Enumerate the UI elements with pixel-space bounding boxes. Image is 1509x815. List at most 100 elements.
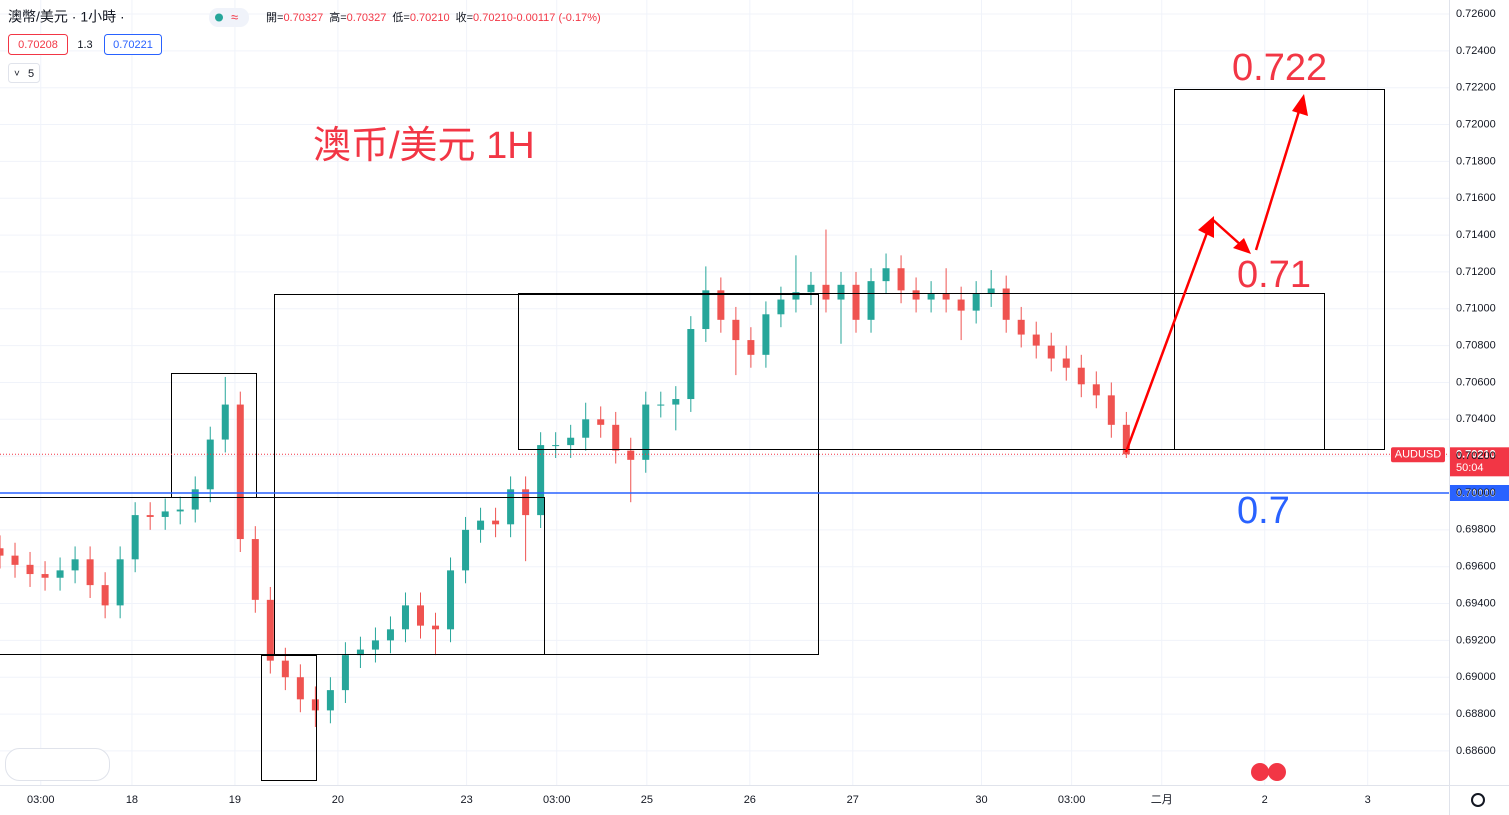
- candle-body: [447, 570, 455, 630]
- event-flag[interactable]: [1251, 763, 1269, 781]
- ohlc-value: 0.70210: [473, 12, 513, 24]
- candle-body: [567, 437, 575, 446]
- last-price-bg: [1450, 447, 1509, 477]
- y-tick-label: 0.72600: [1456, 8, 1496, 20]
- candle-body: [386, 629, 394, 641]
- candle-body: [852, 284, 860, 320]
- annotation: 0.722: [1232, 47, 1327, 89]
- candle-body: [747, 340, 755, 355]
- ohlc-label: 低=: [392, 11, 409, 24]
- y-tick-label: 0.71000: [1456, 303, 1496, 315]
- candle-body: [71, 559, 79, 571]
- chart-title: 澳币/美元 1H: [313, 125, 535, 167]
- annotation: 0.7: [1237, 490, 1290, 532]
- candle-body: [792, 292, 800, 300]
- candle-body: [146, 515, 154, 517]
- candle-body: [927, 294, 935, 300]
- candle-body: [206, 439, 214, 490]
- candle-body: [1107, 395, 1115, 425]
- spread: 1.3: [77, 39, 92, 51]
- x-tick-label: 18: [126, 794, 138, 806]
- y-tick-label: 0.70000: [1456, 487, 1496, 499]
- symbol-label: AUDUSD: [1395, 449, 1442, 461]
- candle-body: [1092, 384, 1100, 396]
- x-tick-label: 03:00: [1058, 794, 1086, 806]
- drawings: [0, 89, 1385, 781]
- y-tick-label: 0.70800: [1456, 340, 1496, 352]
- candle-body: [26, 564, 34, 575]
- arrow: [1254, 107, 1302, 251]
- level-label-bg: [1450, 484, 1509, 501]
- drawn-box: [1174, 89, 1385, 450]
- x-tick-label: 19: [229, 794, 241, 806]
- candle-body: [1077, 367, 1085, 385]
- candle-body: [672, 399, 680, 405]
- candle-body: [762, 314, 770, 355]
- y-tick-label: 0.72200: [1456, 82, 1496, 94]
- candle-body: [401, 605, 409, 630]
- symbol-label-bg: [1391, 447, 1445, 463]
- candle-body: [597, 419, 605, 425]
- ask: 0.70221: [113, 39, 153, 51]
- candle-body: [116, 559, 124, 606]
- arrows: [1124, 94, 1308, 453]
- nav-pill[interactable]: [5, 748, 110, 781]
- y-tick-label: 0.71600: [1456, 192, 1496, 204]
- arrow-head: [1198, 216, 1214, 238]
- candle-body: [221, 404, 229, 440]
- candle-body: [462, 529, 470, 571]
- drawn-box: [274, 294, 819, 655]
- event-flag[interactable]: [1268, 763, 1286, 781]
- candle-body: [416, 605, 424, 626]
- candle-body: [492, 520, 500, 525]
- candle-body: [882, 268, 890, 282]
- candle-body: [11, 555, 19, 565]
- candle-body: [777, 299, 785, 315]
- candle-body: [1002, 288, 1010, 320]
- x-tick-label: 二月: [1151, 794, 1173, 806]
- candle-body: [627, 450, 635, 460]
- drawn-box: [518, 293, 1325, 450]
- y-tick-label: 0.71400: [1456, 229, 1496, 241]
- bid: 0.70208: [18, 39, 58, 51]
- ohlc-label: 收=: [456, 10, 473, 24]
- sell-box[interactable]: [8, 34, 68, 55]
- buy-box[interactable]: [104, 34, 162, 55]
- candle-body: [867, 281, 875, 320]
- candle-body: [552, 445, 560, 447]
- candle-body: [356, 649, 364, 656]
- arrow: [1124, 229, 1210, 453]
- candle-body: [56, 570, 64, 578]
- candle-body: [281, 660, 289, 678]
- status-pill[interactable]: [209, 8, 249, 27]
- x-tick-label: 03:00: [543, 794, 571, 806]
- y-tick-label: 0.72400: [1456, 45, 1496, 57]
- candle-body: [266, 599, 274, 661]
- candle-body: [972, 294, 980, 311]
- x-tick-label: 27: [847, 794, 859, 806]
- settings-gear[interactable]: [1471, 793, 1485, 807]
- status-icon: ≈: [231, 9, 238, 24]
- x-tick-label: 2: [1262, 794, 1268, 806]
- candle-body: [537, 445, 545, 516]
- candle-body: [702, 290, 710, 330]
- y-tick-label: 0.72000: [1456, 118, 1496, 130]
- candle-body: [477, 520, 485, 530]
- x-tick-label: 30: [975, 794, 987, 806]
- symbol: 澳幣/美元 · 1小時 ·: [8, 9, 125, 25]
- grid: [0, 0, 1449, 785]
- y-tick-label: 0.70600: [1456, 376, 1496, 388]
- y-tick-label: 0.69200: [1456, 634, 1496, 646]
- ohlc-label: 高=: [329, 10, 346, 24]
- indicator-toggle[interactable]: [8, 63, 40, 83]
- candle-body: [807, 284, 815, 293]
- candles: [0, 229, 1130, 727]
- y-tick-label: 0.71200: [1456, 266, 1496, 278]
- candle-body: [732, 319, 740, 341]
- candle-body: [612, 424, 620, 451]
- candle-body: [0, 548, 4, 556]
- arrow-head: [1233, 238, 1251, 254]
- arrow: [1212, 219, 1243, 247]
- arrow-head: [1292, 94, 1308, 116]
- countdown: 50:04: [1456, 462, 1484, 474]
